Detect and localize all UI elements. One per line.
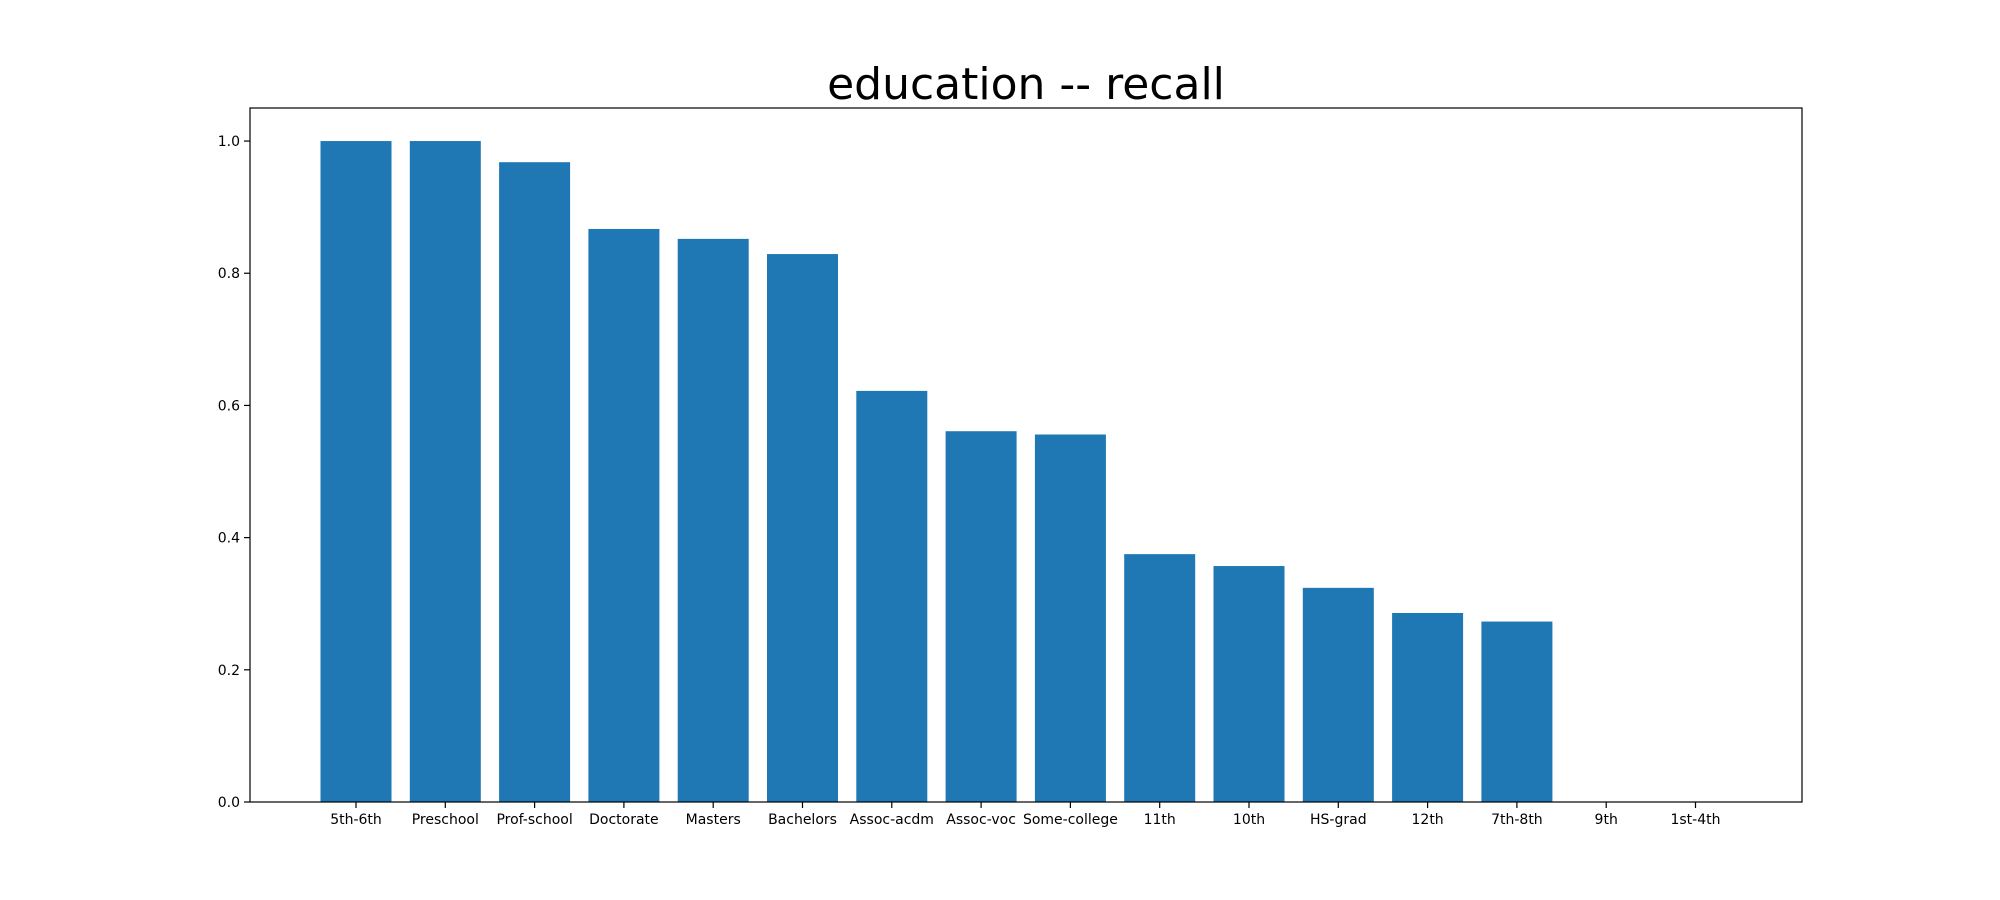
y-tick-label: 0.8 — [218, 266, 240, 282]
x-tick-label: Prof-school — [496, 812, 572, 828]
x-tick-label: 12th — [1412, 812, 1444, 828]
bar-assoc-acdm — [856, 390, 928, 802]
x-tick-label: Doctorate — [589, 812, 659, 828]
x-tick-label: 1st-4th — [1670, 812, 1720, 828]
plot-frame — [249, 107, 1803, 803]
bar-5th-6th — [320, 141, 392, 803]
x-tick-label: Assoc-voc — [946, 812, 1016, 828]
y-tick-label: 1.0 — [218, 134, 240, 150]
bar-preschool — [409, 141, 481, 803]
bar-hs-grad — [1302, 587, 1374, 802]
x-tick-label: 11th — [1144, 812, 1176, 828]
x-tick-label: Preschool — [412, 812, 479, 828]
bars-layer — [320, 141, 1553, 803]
y-tick-label: 0.6 — [218, 398, 240, 414]
bar-10th — [1213, 566, 1285, 802]
bar-bachelors — [767, 254, 838, 802]
bar-masters — [677, 238, 749, 802]
x-tick-label: 10th — [1233, 812, 1265, 828]
x-tick-label: Bachelors — [768, 812, 837, 828]
x-tick-label: 7th-8th — [1491, 812, 1543, 828]
x-axis: 5th-6th Preschool Prof-school Doctorate Mast… — [330, 802, 1721, 828]
bar-doctorate — [588, 228, 660, 802]
bar-12th — [1392, 612, 1464, 802]
x-tick-label: 5th-6th — [330, 812, 382, 828]
bar-assoc-voc — [945, 431, 1017, 802]
x-tick-label: HS-grad — [1310, 812, 1367, 828]
y-axis: 0.0 0.2 0.4 0.6 0.8 1.0 — [218, 134, 250, 811]
bar-prof-school — [499, 162, 571, 802]
y-tick-label: 0.2 — [218, 663, 240, 679]
chart-title: education -- recall — [827, 59, 1225, 110]
x-tick-label: Some-college — [1023, 812, 1118, 828]
y-tick-label: 0.0 — [218, 795, 240, 811]
x-tick-label: Masters — [686, 812, 741, 828]
bar-7th-8th — [1481, 621, 1553, 802]
y-tick-label: 0.4 — [218, 531, 240, 547]
bar-some-college — [1034, 434, 1106, 802]
x-tick-label: 9th — [1595, 812, 1618, 828]
bar-11th — [1124, 554, 1196, 802]
x-tick-label: Assoc-acdm — [850, 812, 934, 828]
